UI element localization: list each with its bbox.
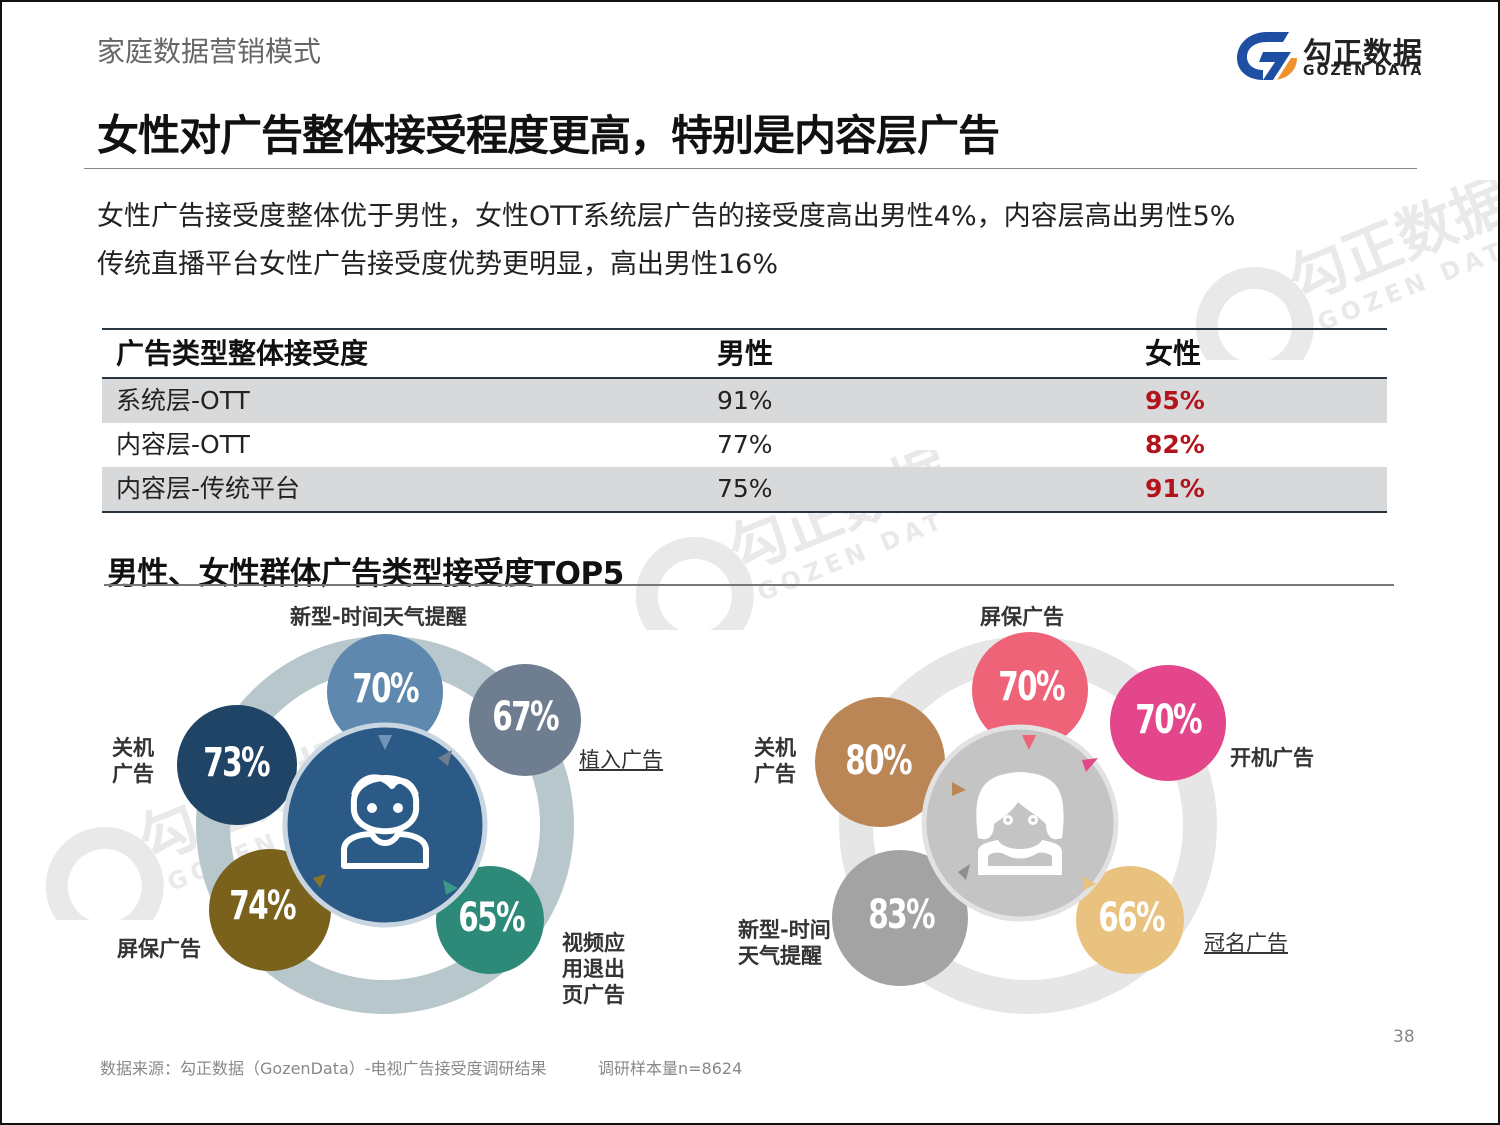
subsection-divider xyxy=(104,584,1394,586)
female-value-boot: 70% xyxy=(1135,697,1202,743)
female-avatar-icon xyxy=(976,772,1064,875)
male-label-shutdown: 关机广告 xyxy=(112,736,154,786)
female-bubble-weather xyxy=(832,850,968,986)
female-chart-graphic xyxy=(815,632,1226,1014)
brand-logo: 勾正数据 GOZEN DATA xyxy=(1233,28,1433,84)
female-top5-chart: 70% 70% 66% 83% 80% 屏保广告 开机广告 冠名广告 新型-时间… xyxy=(720,590,1420,1030)
male-label-weather: 新型-时间天气提醒 xyxy=(290,605,467,629)
cell-male: 91% xyxy=(717,386,773,415)
page-title: 女性对广告整体接受程度更高，特别是内容层广告 xyxy=(97,111,1000,160)
footer-sample-size: 调研样本量n=8624 xyxy=(598,1059,743,1078)
female-label-title-sponsor: 冠名广告 xyxy=(1204,931,1288,955)
table-row: 内容层-传统平台 75% 91% xyxy=(102,467,1387,513)
cell-female: 95% xyxy=(1145,386,1205,415)
gozen-logo-icon xyxy=(1237,32,1297,80)
female-label-boot: 开机广告 xyxy=(1230,746,1314,770)
female-bubble-shutdown xyxy=(815,697,945,827)
male-bubble-video-exit xyxy=(436,866,544,974)
male-value-embedded: 67% xyxy=(492,694,559,740)
male-value-screensaver: 74% xyxy=(229,883,296,929)
table-top-rule xyxy=(102,328,1387,330)
logo-text-en: GOZEN DATA xyxy=(1303,63,1424,79)
female-label-weather: 新型-时间天气提醒 xyxy=(738,918,831,968)
male-value-shutdown: 73% xyxy=(203,740,270,786)
header-female: 女性 xyxy=(1145,337,1202,370)
female-bubble-screensaver xyxy=(972,632,1088,748)
female-value-weather: 83% xyxy=(868,892,935,938)
female-value-shutdown: 80% xyxy=(845,738,912,784)
cell-type: 内容层-传统平台 xyxy=(116,474,301,503)
male-value-video-exit: 65% xyxy=(458,895,525,941)
section-title: 家庭数据营销模式 xyxy=(97,35,322,68)
header-male: 男性 xyxy=(717,337,774,370)
male-avatar-icon xyxy=(341,774,429,869)
female-label-screensaver: 屏保广告 xyxy=(980,605,1064,629)
cell-type: 系统层-OTT xyxy=(116,386,250,415)
male-label-video-exit: 视频应用退出页广告 xyxy=(562,931,625,1007)
cell-female: 82% xyxy=(1145,430,1205,459)
header-type: 广告类型整体接受度 xyxy=(116,337,369,370)
male-label-embedded: 植入广告 xyxy=(579,748,663,772)
male-top5-chart: 70% 67% 65% 74% 73% 新型-时间天气提醒 植入广告 视频应用退… xyxy=(0,590,740,1030)
cell-female: 91% xyxy=(1145,474,1205,503)
table-row: 系统层-OTT 91% 95% xyxy=(102,379,1387,423)
intro-line-1: 女性广告接受度整体优于男性，女性OTT系统层广告的接受度高出男性4%，内容层高出… xyxy=(97,201,1236,232)
female-label-shutdown: 关机广告 xyxy=(754,736,796,786)
intro-line-2: 传统直播平台女性广告接受度优势更明显，高出男性16% xyxy=(97,249,779,280)
male-bubble-embedded xyxy=(469,664,581,776)
female-bubble-boot xyxy=(1110,665,1226,781)
cell-male: 77% xyxy=(717,430,773,459)
page-number: 38 xyxy=(1393,1027,1415,1047)
female-value-screensaver: 70% xyxy=(998,664,1065,710)
cell-male: 75% xyxy=(717,474,773,503)
table-row: 内容层-OTT 77% 82% xyxy=(102,423,1387,467)
female-center xyxy=(921,724,1119,922)
male-bubble-weather xyxy=(327,634,443,750)
female-value-title-sponsor: 66% xyxy=(1098,895,1165,941)
footer-source: 数据来源：勾正数据（GozenData）-电视广告接受度调研结果 xyxy=(100,1059,547,1078)
table-header: 广告类型整体接受度 男性 女性 xyxy=(102,330,1387,379)
male-bubble-shutdown xyxy=(177,705,297,825)
male-value-weather: 70% xyxy=(352,666,419,712)
male-label-screensaver: 屏保广告 xyxy=(117,937,201,961)
male-center xyxy=(282,722,488,928)
logo-text-cn: 勾正数据 xyxy=(1303,36,1424,70)
subsection-title: 男性、女性群体广告类型接受度TOP5 xyxy=(107,556,624,592)
cell-type: 内容层-OTT xyxy=(116,430,250,459)
female-bubble-title-sponsor xyxy=(1076,866,1184,974)
title-divider xyxy=(84,168,1417,169)
acceptance-table: 广告类型整体接受度 男性 女性 系统层-OTT 91% 95% 内容层-OTT … xyxy=(102,328,1387,513)
male-chart-graphic xyxy=(177,634,581,1014)
